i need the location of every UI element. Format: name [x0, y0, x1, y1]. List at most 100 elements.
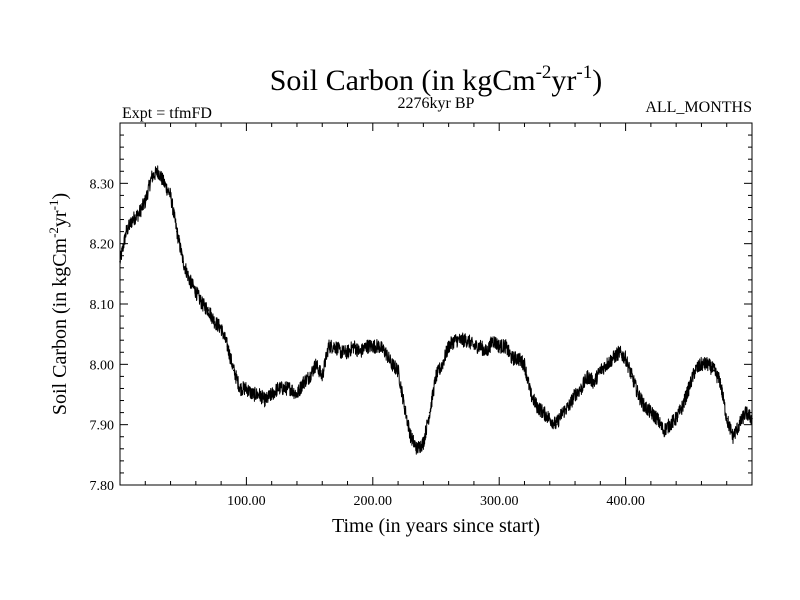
data-point — [542, 411, 545, 414]
data-point — [428, 411, 431, 414]
data-point — [530, 393, 532, 396]
data-point — [378, 345, 380, 348]
data-point — [454, 339, 456, 342]
data-point — [479, 345, 482, 348]
x-axis-ticks: 100.00 200.00 300.00 400.00 — [144, 123, 728, 509]
data-point — [372, 345, 374, 348]
y-axis-label: Soil Carbon (in kgCm-2yr-1) — [46, 193, 71, 415]
data-point — [315, 363, 317, 366]
data-point — [289, 387, 292, 390]
data-point — [688, 387, 690, 390]
data-point — [706, 363, 709, 366]
data-point — [662, 429, 665, 432]
x-axis-label: Time (in years since start) — [332, 515, 540, 537]
data-point — [523, 363, 526, 366]
data-point — [744, 411, 747, 414]
data-point — [390, 363, 393, 366]
data-point — [504, 345, 507, 348]
data-point — [713, 369, 715, 372]
y-tick-label: 8.20 — [90, 238, 115, 253]
series-line — [119, 165, 753, 455]
data-point — [207, 309, 210, 311]
months-label: ALL_MONTHS — [645, 99, 752, 116]
y-tick-label: 8.00 — [90, 358, 115, 373]
data-point — [517, 357, 519, 360]
data-point — [599, 369, 602, 372]
data-point — [416, 448, 418, 450]
series-layer — [119, 165, 753, 455]
data-point — [251, 393, 254, 396]
data-point — [163, 182, 166, 185]
data-point — [466, 339, 469, 342]
data-point — [119, 260, 121, 263]
data-point — [548, 417, 551, 420]
data-point — [694, 369, 696, 372]
data-point — [650, 411, 652, 414]
data-point — [308, 375, 311, 378]
data-point — [226, 345, 229, 348]
data-point — [359, 351, 361, 354]
data-point — [605, 363, 608, 366]
data-point — [593, 381, 595, 384]
data-point — [296, 393, 298, 396]
data-point — [460, 339, 463, 342]
data-point — [637, 393, 640, 396]
data-point — [403, 405, 406, 408]
data-point — [732, 435, 734, 438]
data-point — [169, 194, 172, 197]
data-point — [283, 387, 286, 390]
plot-frame — [119, 122, 753, 486]
data-point — [574, 393, 576, 396]
data-point — [669, 423, 671, 426]
data-point — [631, 375, 633, 378]
period-label: 2276kyr BP — [398, 95, 475, 112]
data-point — [195, 291, 197, 293]
y-tick-label: 8.10 — [90, 298, 115, 313]
data-point — [624, 357, 627, 360]
data-point — [612, 357, 614, 360]
y-axis-ticks: 7.80 7.90 8.00 8.10 8.20 8.30 — [90, 134, 752, 494]
x-tick-label: 200.00 — [354, 494, 393, 509]
data-point — [498, 345, 501, 348]
data-point — [131, 218, 134, 221]
data-point — [150, 176, 153, 179]
data-point — [580, 387, 583, 390]
x-tick-label: 300.00 — [480, 494, 519, 509]
chart-title: Soil Carbon (in kgCm-2yr-1) — [270, 62, 603, 97]
data-point — [536, 405, 538, 408]
data-point — [182, 260, 184, 263]
data-point — [125, 230, 128, 233]
data-point — [751, 417, 753, 420]
data-point — [700, 363, 703, 366]
data-point — [138, 212, 140, 215]
data-point — [725, 417, 728, 420]
data-point — [327, 345, 330, 348]
data-point — [492, 339, 494, 342]
data-point — [384, 351, 387, 354]
data-point — [656, 417, 658, 420]
data-point — [232, 369, 235, 372]
data-point — [365, 345, 368, 348]
data-point — [346, 351, 349, 354]
data-point — [176, 230, 178, 233]
x-tick-label: 400.00 — [606, 494, 645, 509]
data-point — [643, 405, 646, 408]
data-point — [239, 387, 241, 390]
data-point — [214, 321, 216, 323]
data-point — [485, 351, 488, 354]
data-point — [681, 405, 684, 408]
data-point — [188, 279, 191, 281]
data-point — [675, 417, 677, 420]
data-point — [441, 363, 444, 366]
data-point — [561, 411, 564, 414]
data-point — [422, 441, 425, 444]
data-point — [340, 351, 343, 354]
data-point — [719, 381, 722, 384]
data-point — [201, 303, 203, 305]
data-point — [567, 405, 570, 408]
data-point — [258, 393, 260, 396]
data-point — [334, 345, 336, 348]
data-point — [245, 387, 248, 390]
data-point — [302, 381, 305, 384]
